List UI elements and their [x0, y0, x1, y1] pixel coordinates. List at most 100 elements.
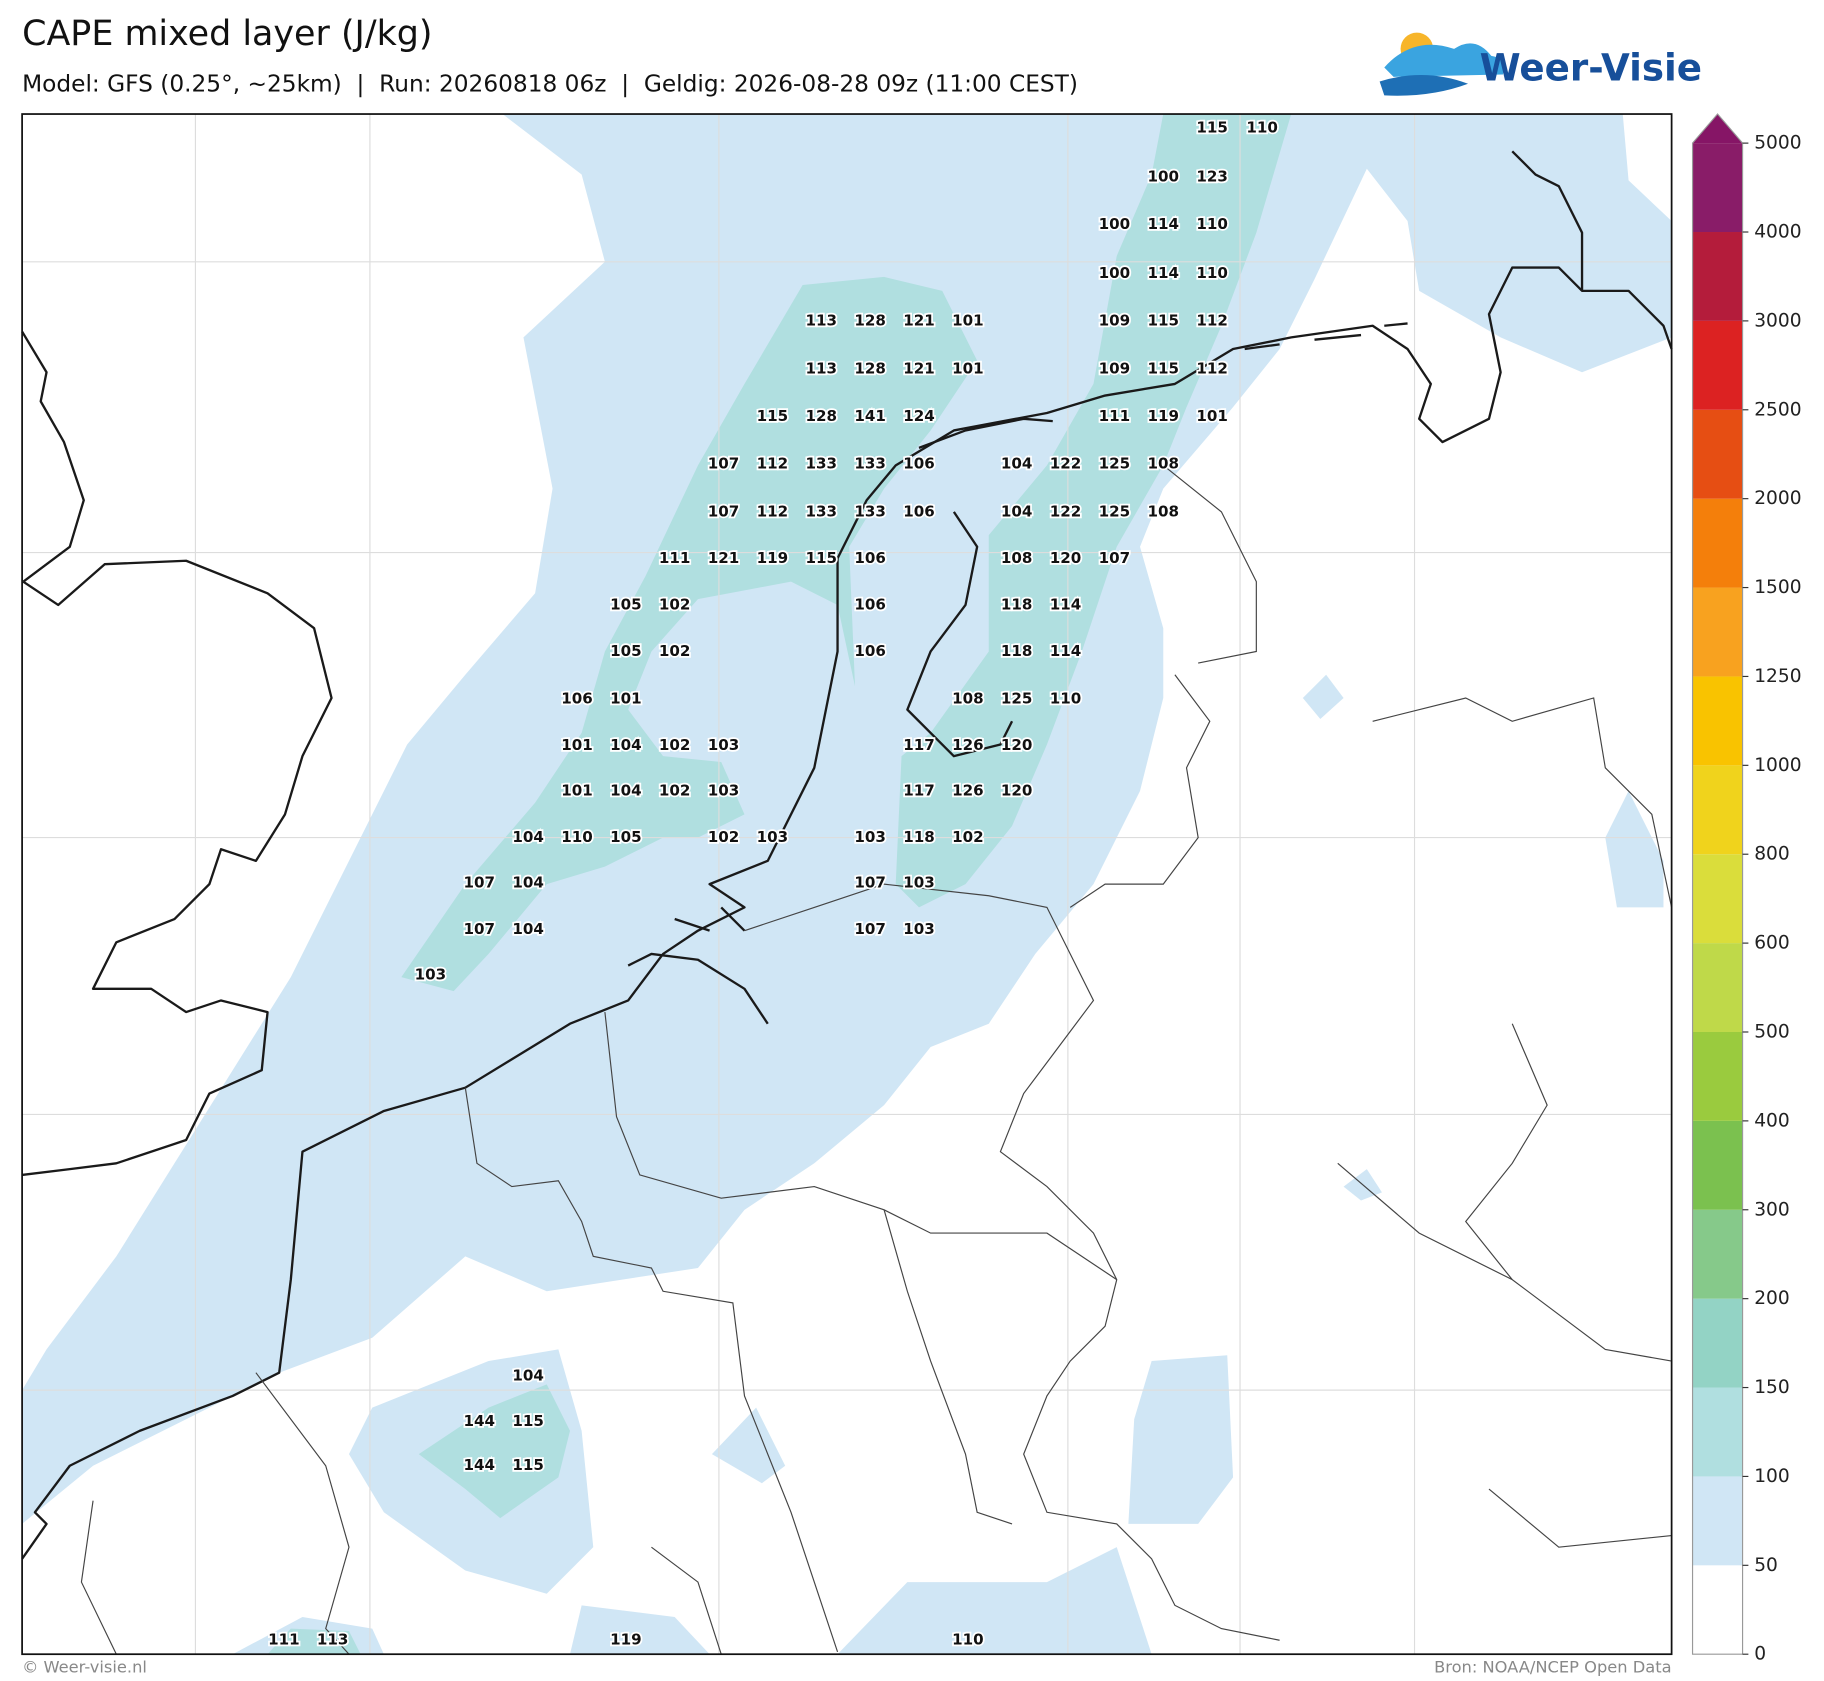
- colorbar-segment: [1692, 587, 1743, 677]
- value-label: 119: [1147, 407, 1179, 425]
- value-label: 108: [1147, 502, 1179, 520]
- value-label: 128: [854, 359, 886, 377]
- value-label: 115: [1147, 359, 1179, 377]
- value-label: 108: [952, 690, 984, 708]
- value-label: 101: [610, 690, 642, 708]
- value-label: 103: [708, 782, 740, 800]
- colorbar-segment: [1692, 232, 1743, 321]
- value-label: 104: [610, 736, 642, 754]
- colorbar-tick-label: 200: [1754, 1288, 1790, 1309]
- colorbar-segment: [1692, 143, 1743, 233]
- colorbar-tick-label: 4000: [1754, 222, 1801, 243]
- footer-left: © Weer-visie.nl: [22, 1658, 147, 1677]
- value-label: 102: [659, 595, 691, 613]
- value-label: 144: [463, 1412, 495, 1430]
- logo: Weer-Visie: [1379, 32, 1702, 96]
- colorbar-tick-label: 150: [1754, 1377, 1790, 1398]
- value-label: 104: [512, 1367, 544, 1385]
- value-label: 126: [952, 782, 984, 800]
- cape-50: [22, 114, 1672, 1524]
- colorbar: 0 50 100 150 200 300 400 500 600 800 1000 1250 1500 2…: [1691, 113, 1802, 1665]
- colorbar-segment: [1692, 1031, 1743, 1121]
- value-label: 118: [1001, 642, 1033, 660]
- colorbar-segment: [1692, 1565, 1743, 1655]
- colorbar-tick-label: 400: [1754, 1110, 1790, 1131]
- value-label: 125: [1099, 502, 1131, 520]
- colorbar-segment: [1692, 854, 1743, 944]
- value-label: 103: [708, 736, 740, 754]
- value-label: 110: [1196, 264, 1228, 282]
- value-label: 107: [1099, 549, 1131, 567]
- value-label: 106: [854, 549, 886, 567]
- colorbar-tick-label: 100: [1754, 1466, 1790, 1487]
- value-label: 101: [561, 736, 593, 754]
- value-label: 107: [854, 920, 886, 938]
- value-label: 133: [854, 455, 886, 473]
- cape-100: [401, 276, 978, 992]
- value-label: 125: [1001, 690, 1033, 708]
- value-label: 115: [512, 1412, 544, 1430]
- value-label: 121: [708, 549, 740, 567]
- value-label: 100: [1099, 264, 1131, 282]
- value-label: 115: [1147, 312, 1179, 330]
- value-label: 112: [1196, 312, 1228, 330]
- value-label: 106: [854, 642, 886, 660]
- colorbar-tick-label: 500: [1754, 1021, 1790, 1042]
- colorbar-segment: [1692, 676, 1743, 766]
- value-label: 117: [903, 736, 935, 754]
- value-label: 112: [1196, 359, 1228, 377]
- value-label: 107: [463, 920, 495, 938]
- value-label: 112: [757, 455, 789, 473]
- coastlines: [21, 150, 1673, 1560]
- value-label: 110: [1246, 119, 1278, 137]
- value-label: 119: [610, 1631, 642, 1649]
- logo-text: Weer-Visie: [1480, 45, 1702, 89]
- value-label: 104: [1001, 455, 1033, 473]
- value-label: 115: [1196, 119, 1228, 137]
- value-label: 114: [1147, 264, 1179, 282]
- value-label: 102: [659, 782, 691, 800]
- value-label: 128: [854, 312, 886, 330]
- value-label: 106: [561, 690, 593, 708]
- value-label: 111: [659, 549, 691, 567]
- colorbar-segment: [1692, 1120, 1743, 1210]
- value-label: 112: [757, 502, 789, 520]
- value-label: 103: [415, 965, 447, 983]
- value-label: 105: [610, 642, 642, 660]
- value-label: 113: [317, 1631, 349, 1649]
- value-label: 133: [805, 455, 837, 473]
- value-label: 101: [952, 312, 984, 330]
- value-label: 122: [1050, 455, 1082, 473]
- value-label: 108: [1001, 549, 1033, 567]
- value-label: 110: [1196, 215, 1228, 233]
- value-label: 114: [1147, 215, 1179, 233]
- colorbar-segment: [1692, 498, 1743, 588]
- value-label: 104: [1001, 502, 1033, 520]
- value-label: 107: [708, 455, 740, 473]
- graticule: [22, 114, 1672, 1655]
- colorbar-frame: [1691, 113, 1744, 1655]
- value-label: 100: [1147, 167, 1179, 185]
- value-label: 126: [952, 736, 984, 754]
- value-label: 120: [1001, 736, 1033, 754]
- value-label: 118: [1001, 595, 1033, 613]
- value-label: 102: [659, 642, 691, 660]
- value-label: 101: [561, 782, 593, 800]
- colorbar-segment: [1692, 1387, 1743, 1477]
- borders: [80, 464, 1673, 1655]
- value-label: 107: [708, 502, 740, 520]
- value-label: 118: [903, 828, 935, 846]
- value-label: 103: [854, 828, 886, 846]
- value-label: 117: [903, 782, 935, 800]
- value-label: 100: [1099, 215, 1131, 233]
- value-label: 103: [903, 873, 935, 891]
- colorbar-tick-label: 1000: [1754, 755, 1801, 776]
- value-label: 141: [854, 407, 886, 425]
- value-label: 124: [903, 407, 935, 425]
- value-label: 106: [903, 455, 935, 473]
- value-label: 120: [1050, 549, 1082, 567]
- colorbar-tick-label: 300: [1754, 1199, 1790, 1220]
- value-label: 133: [854, 502, 886, 520]
- value-label: 103: [757, 828, 789, 846]
